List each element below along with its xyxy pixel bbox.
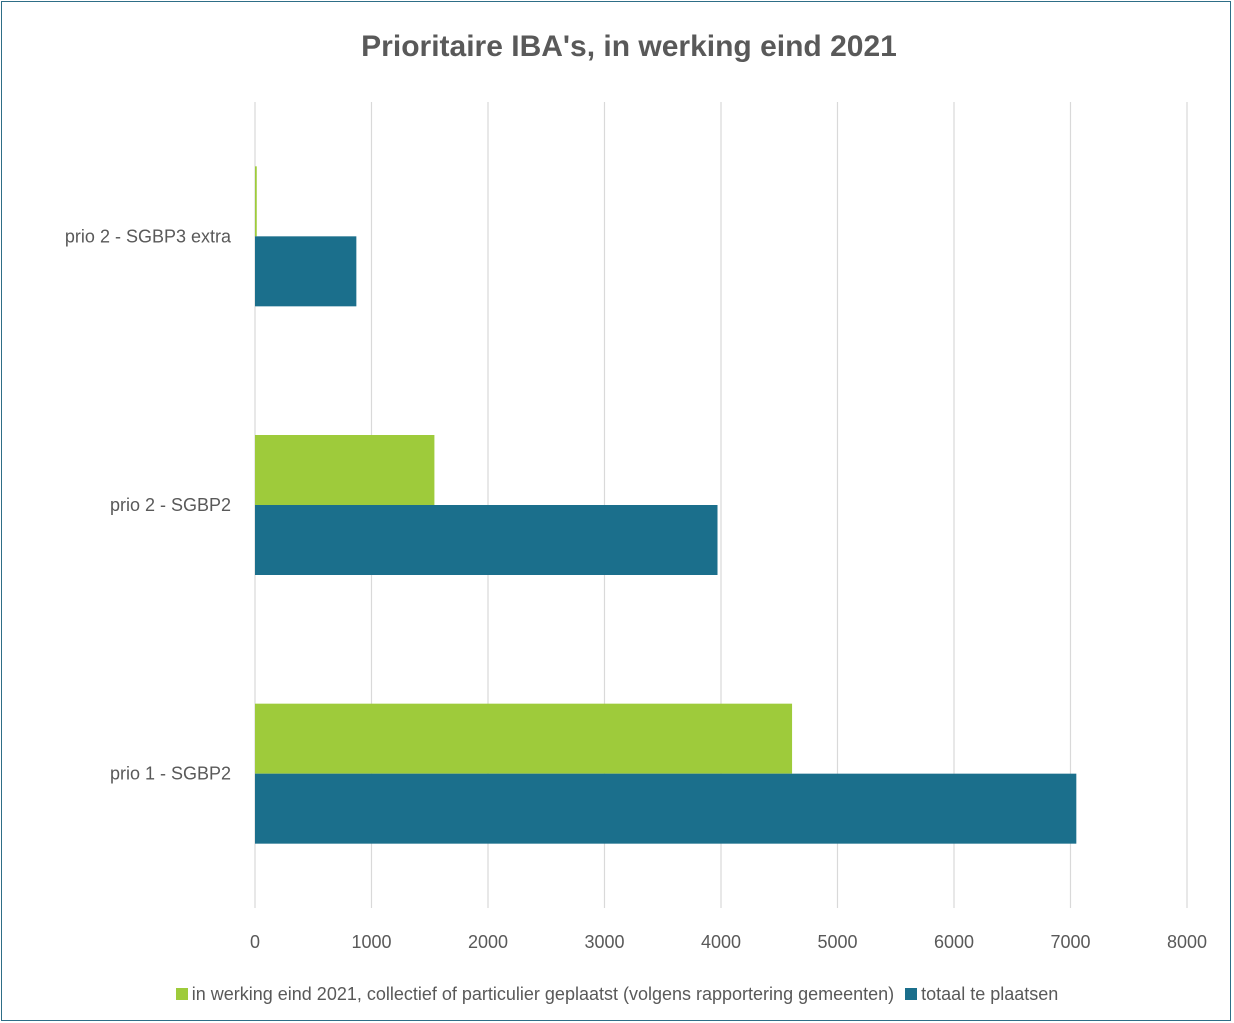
- x-tick-label-3000: 3000: [584, 932, 624, 952]
- category-label-0: prio 2 - SGBP3 extra: [65, 226, 232, 246]
- legend-label-totaal: totaal te plaatsen: [921, 984, 1059, 1004]
- x-tick-label-6000: 6000: [934, 932, 974, 952]
- bar-in-werking-2: [255, 703, 793, 774]
- legend-swatch-in-werking: [175, 988, 188, 1000]
- chart-title: Prioritaire IBA's, in werking eind 2021: [361, 30, 897, 63]
- legend-item-totaal: totaal te plaatsen: [905, 984, 1058, 1005]
- x-tick-label-4000: 4000: [701, 932, 741, 952]
- legend-swatch-totaal: [905, 988, 918, 1000]
- bar-totaal-2: [255, 773, 1077, 844]
- x-tick-label-2000: 2000: [468, 932, 508, 952]
- bar-totaal-0: [255, 236, 357, 307]
- category-label-1: prio 2 - SGBP2: [110, 495, 231, 515]
- chart-legend: in werking eind 2021, collectief of part…: [0, 984, 1234, 1005]
- bar-totaal-1: [255, 505, 718, 575]
- category-label-2: prio 1 - SGBP2: [110, 764, 231, 784]
- x-tick-label-7000: 7000: [1050, 932, 1090, 952]
- x-tick-label-5000: 5000: [817, 932, 857, 952]
- x-tick-label-0: 0: [250, 932, 260, 952]
- legend-label-in-werking: in werking eind 2021, collectief of part…: [191, 984, 895, 1004]
- bar-in-werking-1: [255, 435, 435, 505]
- x-tick-label-1000: 1000: [351, 932, 391, 952]
- x-tick-label-8000: 8000: [1167, 932, 1207, 952]
- bar-in-werking-0: [255, 166, 257, 237]
- legend-item-in-werking: in werking eind 2021, collectief of part…: [175, 984, 895, 1005]
